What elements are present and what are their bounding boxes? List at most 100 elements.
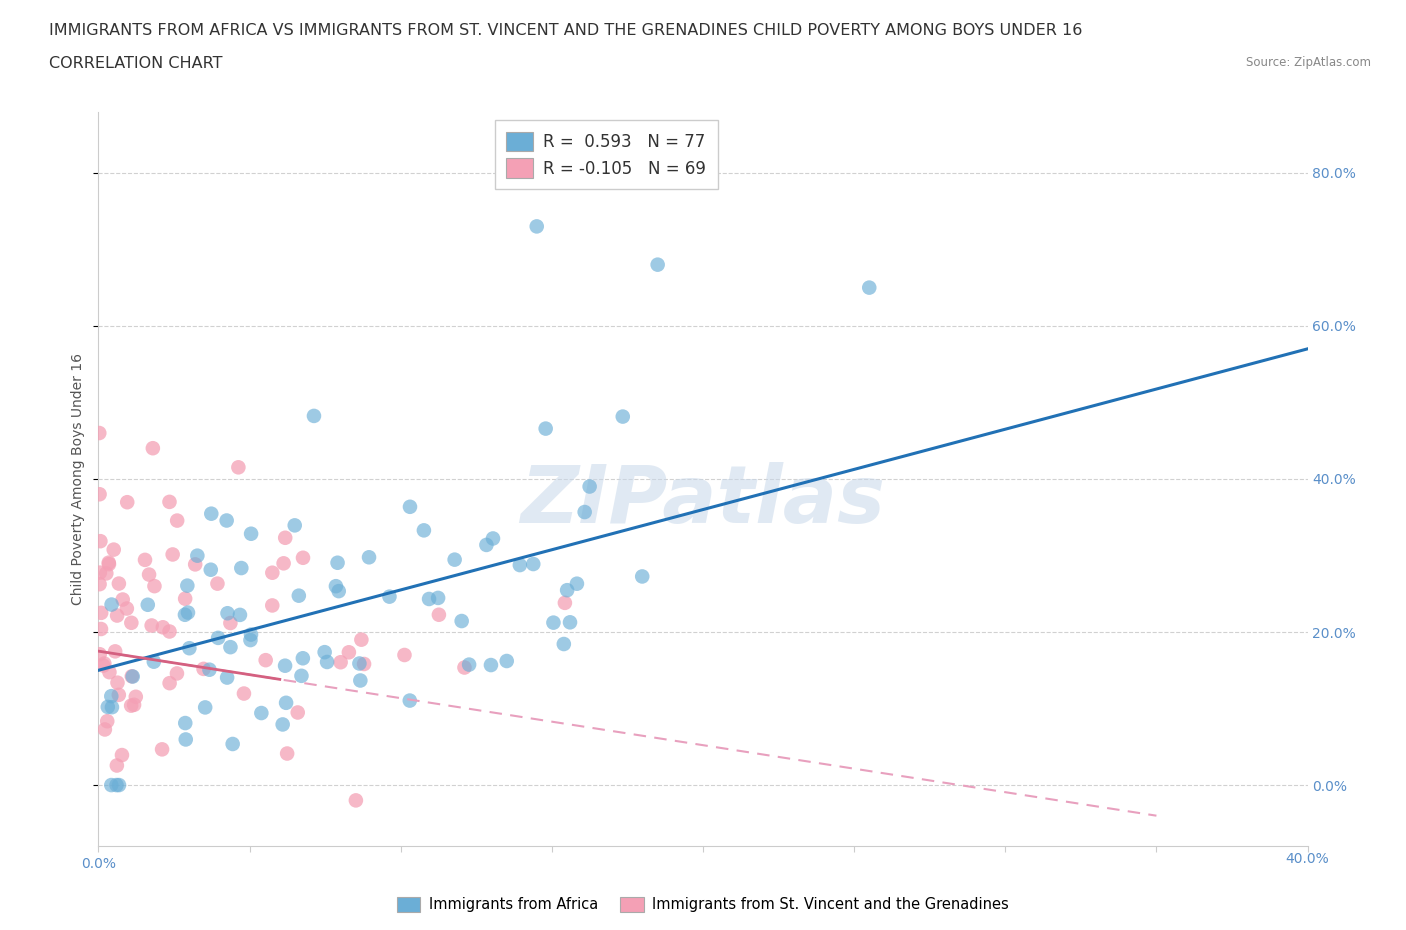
Point: [565, 577, 588, 591]
Point: [329, 655, 352, 670]
Point: [184, 557, 207, 572]
Text: IMMIGRANTS FROM AFRICA VS IMMIGRANTS FROM ST. VINCENT AND THE GRENADINES CHILD P: IMMIGRANTS FROM AFRICA VS IMMIGRANTS FRO…: [49, 23, 1083, 38]
Point: [93, 657, 115, 671]
Point: [522, 556, 544, 571]
Point: [97, 555, 120, 570]
Point: [100, 597, 122, 612]
Point: [553, 636, 575, 651]
Point: [91, 658, 114, 673]
Point: [96, 713, 118, 728]
Point: [134, 552, 156, 567]
Point: [159, 495, 181, 510]
Point: [554, 595, 576, 610]
Point: [152, 620, 174, 635]
Point: [111, 592, 134, 607]
Point: [219, 640, 242, 655]
Point: [328, 584, 350, 599]
Point: [344, 793, 367, 808]
Point: [233, 686, 256, 701]
Point: [174, 607, 197, 622]
Point: [221, 737, 243, 751]
Point: [122, 698, 145, 712]
Point: [136, 597, 159, 612]
Point: [274, 658, 297, 673]
Point: [120, 616, 142, 631]
Point: [427, 607, 450, 622]
Point: [207, 577, 229, 591]
Point: [292, 551, 315, 565]
Point: [166, 513, 188, 528]
Point: [229, 607, 252, 622]
Point: [325, 578, 347, 593]
Point: [198, 662, 221, 677]
Point: [121, 669, 143, 684]
Point: [105, 758, 128, 773]
Point: [142, 441, 165, 456]
Point: [353, 657, 375, 671]
Point: [150, 742, 173, 757]
Point: [101, 699, 124, 714]
Point: [143, 578, 166, 593]
Point: [316, 655, 339, 670]
Legend: R =  0.593   N = 77, R = -0.105   N = 69: R = 0.593 N = 77, R = -0.105 N = 69: [495, 120, 717, 190]
Point: [107, 675, 129, 690]
Point: [89, 646, 111, 661]
Point: [103, 542, 125, 557]
Y-axis label: Child Poverty Among Boys Under 16: Child Poverty Among Boys Under 16: [72, 353, 86, 604]
Point: [394, 647, 416, 662]
Point: [186, 548, 208, 563]
Point: [174, 732, 197, 747]
Point: [495, 654, 517, 669]
Point: [250, 706, 273, 721]
Point: [612, 409, 634, 424]
Point: [482, 531, 505, 546]
Point: [97, 699, 120, 714]
Point: [231, 561, 253, 576]
Point: [273, 556, 295, 571]
Point: [274, 530, 297, 545]
Point: [450, 614, 472, 629]
Point: [200, 506, 222, 521]
Point: [193, 661, 215, 676]
Point: [98, 665, 121, 680]
Point: [543, 616, 565, 631]
Point: [121, 669, 143, 684]
Point: [290, 669, 312, 684]
Point: [174, 591, 197, 606]
Point: [349, 673, 371, 688]
Point: [177, 605, 200, 620]
Point: [89, 577, 111, 591]
Point: [302, 408, 325, 423]
Point: [159, 624, 181, 639]
Point: [217, 671, 239, 685]
Point: [239, 632, 262, 647]
Point: [217, 605, 239, 620]
Point: [159, 676, 181, 691]
Point: [398, 693, 420, 708]
Point: [108, 576, 131, 591]
Point: [555, 583, 578, 598]
Point: [479, 658, 502, 672]
Point: [215, 513, 238, 528]
Text: ZIPatlas: ZIPatlas: [520, 462, 886, 540]
Point: [104, 644, 127, 658]
Point: [574, 505, 596, 520]
Point: [427, 591, 450, 605]
Point: [125, 689, 148, 704]
Point: [89, 486, 111, 501]
Point: [108, 777, 131, 792]
Point: [284, 518, 307, 533]
Point: [578, 479, 600, 494]
Point: [90, 621, 112, 636]
Point: [174, 715, 197, 730]
Point: [399, 499, 422, 514]
Point: [631, 569, 654, 584]
Point: [274, 696, 297, 711]
Point: [96, 566, 118, 581]
Point: [291, 651, 314, 666]
Point: [418, 591, 440, 606]
Point: [350, 632, 373, 647]
Point: [166, 666, 188, 681]
Point: [558, 615, 581, 630]
Point: [162, 547, 184, 562]
